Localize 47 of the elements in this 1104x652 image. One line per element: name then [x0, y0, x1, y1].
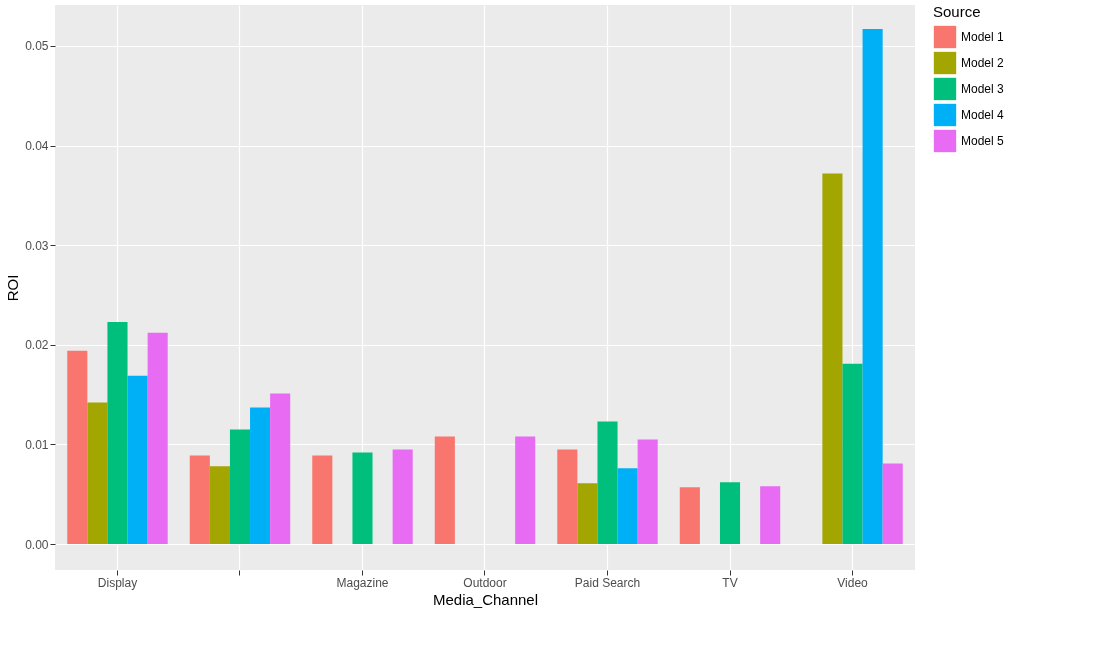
- bar: [209, 466, 230, 545]
- legend-label: Model 1: [961, 30, 1005, 44]
- bar: [679, 487, 700, 545]
- y-tick-label: 0.00: [25, 537, 49, 552]
- bar: [617, 468, 638, 545]
- legend-label: Model 3: [961, 82, 1005, 96]
- x-tick-label: Magazine: [336, 575, 389, 590]
- bar: [67, 350, 88, 545]
- bar: [822, 173, 843, 545]
- y-tick-label: 0.05: [25, 39, 49, 54]
- bar: [882, 463, 903, 545]
- legend-title: Source: [933, 3, 981, 20]
- x-tick-label: TV: [722, 575, 738, 590]
- bar: [352, 452, 373, 545]
- bar: [862, 28, 883, 545]
- bar: [760, 486, 781, 545]
- bar: [229, 429, 251, 545]
- bar: [107, 321, 128, 545]
- y-tick-label: 0.01: [25, 437, 49, 452]
- bar: [189, 455, 210, 545]
- legend-label: Model 2: [961, 56, 1005, 70]
- bar: [127, 375, 148, 545]
- bar: [842, 363, 863, 545]
- y-axis-title: ROI: [4, 274, 22, 302]
- y-tick-label: 0.03: [25, 238, 49, 253]
- x-tick-label: Outdoor: [463, 575, 507, 590]
- bar: [597, 421, 618, 545]
- bar: [557, 449, 578, 545]
- legend-label: Model 5: [961, 134, 1005, 148]
- bar: [637, 439, 658, 545]
- bar: [270, 393, 291, 545]
- legend-label: Model 4: [961, 108, 1005, 122]
- x-tick-label: Video: [837, 575, 869, 590]
- bar: [719, 482, 741, 545]
- bar: [87, 402, 108, 545]
- bar: [392, 449, 413, 545]
- y-tick-label: 0.02: [25, 338, 49, 353]
- bar: [434, 436, 455, 545]
- y-tick-label: 0.04: [25, 139, 49, 153]
- bar: [250, 407, 271, 545]
- bar: [147, 332, 168, 545]
- x-tick-label: Paid Search: [574, 575, 641, 590]
- x-axis-title: Media_Channel: [432, 590, 539, 608]
- bar: [312, 455, 333, 545]
- x-tick-label: Display: [97, 575, 138, 590]
- bar: [577, 483, 598, 545]
- bar: [515, 436, 536, 545]
